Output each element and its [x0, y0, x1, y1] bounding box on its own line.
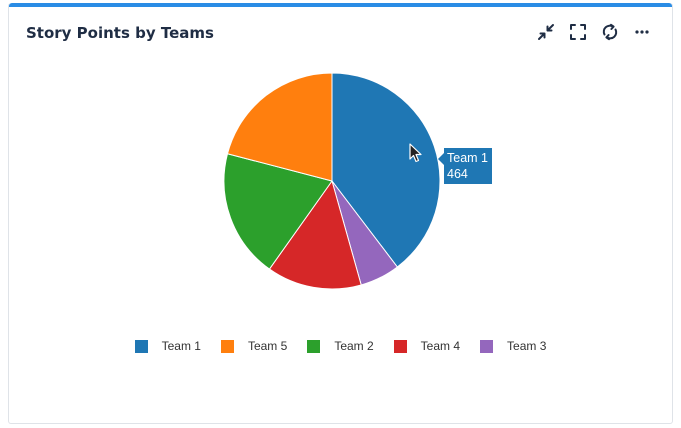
pie-slice-team-1[interactable]	[331, 72, 441, 268]
more-options-button[interactable]	[632, 22, 652, 42]
more-icon	[635, 30, 649, 34]
widget-toolbar	[536, 22, 652, 42]
fullscreen-button[interactable]	[568, 22, 588, 42]
legend-item-team-2[interactable]: Team 2	[307, 339, 374, 353]
tooltip-value: 464	[447, 167, 468, 181]
legend-swatch	[220, 339, 234, 353]
legend-item-team-4[interactable]: Team 4	[393, 339, 461, 353]
widget-card: Story Points by Teams	[8, 3, 673, 424]
chart-tooltip: Team 1 464	[438, 148, 492, 184]
legend-swatch	[307, 339, 321, 353]
pie-slice-team-5[interactable]	[226, 72, 333, 182]
legend-swatch	[480, 339, 494, 353]
collapse-icon	[538, 24, 554, 40]
refresh-icon	[602, 23, 618, 41]
pie-slice-team-2[interactable]	[223, 153, 333, 270]
mouse-cursor-icon	[409, 143, 422, 163]
legend-label: Team 5	[247, 339, 288, 353]
legend-label: Team 3	[507, 339, 547, 353]
widget-title: Story Points by Teams	[26, 24, 214, 42]
collapse-button[interactable]	[536, 22, 556, 42]
pie-chart	[223, 72, 441, 290]
legend-label: Team 4	[420, 339, 461, 353]
pie-slice-team-4[interactable]	[268, 179, 362, 290]
chart-legend: Team 1 Team 5 Team 2 Team 4 Team 3	[9, 339, 672, 353]
legend-label: Team 2	[334, 339, 374, 353]
refresh-button[interactable]	[600, 22, 620, 42]
legend-item-team-1[interactable]: Team 1	[134, 339, 201, 353]
legend-swatch	[134, 339, 148, 353]
legend-item-team-3[interactable]: Team 3	[480, 339, 546, 353]
fullscreen-icon	[570, 24, 586, 40]
card-accent-bar	[9, 3, 672, 7]
tooltip-team-label: Team 1	[447, 151, 488, 165]
legend-swatch	[393, 339, 407, 353]
legend-item-team-5[interactable]: Team 5	[220, 339, 288, 353]
legend-label: Team 1	[161, 339, 201, 353]
